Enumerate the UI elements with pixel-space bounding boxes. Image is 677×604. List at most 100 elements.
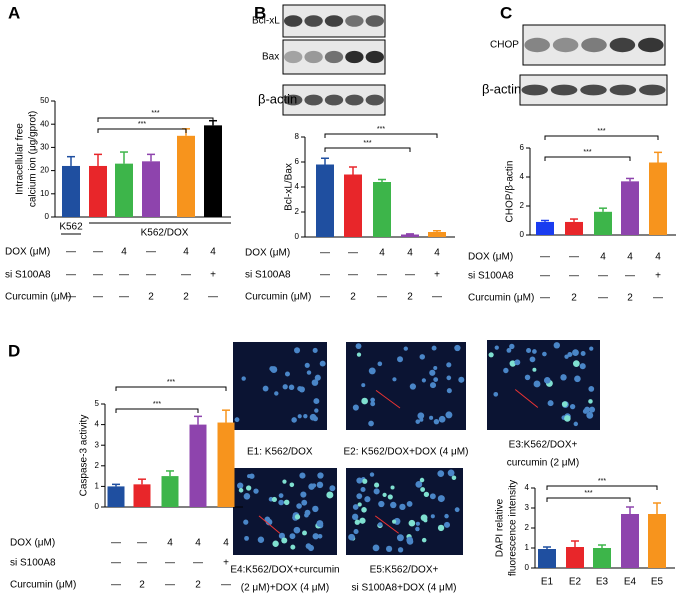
significance-label: *** xyxy=(583,149,591,156)
x-tick-label: E5 xyxy=(651,577,664,588)
cell xyxy=(293,526,301,534)
blot-band xyxy=(324,94,344,106)
cell xyxy=(488,352,494,358)
cell xyxy=(373,488,380,495)
y-tick-label: 10 xyxy=(40,189,49,198)
cell xyxy=(302,530,307,536)
cell xyxy=(415,480,423,488)
micrograph-caption: E4:K562/DOX+curcumin xyxy=(230,565,339,576)
cell xyxy=(356,493,363,500)
condition-cell: — xyxy=(93,247,103,258)
x-tick-label: E3 xyxy=(596,577,609,588)
cell xyxy=(514,359,521,366)
condition-cell: 4 xyxy=(379,248,385,259)
cell xyxy=(299,472,306,479)
y-axis-label: CHOP/β-actin xyxy=(505,161,516,223)
cell xyxy=(560,374,567,381)
arrow xyxy=(375,389,401,409)
cell xyxy=(312,505,319,513)
cell xyxy=(572,360,580,367)
blot-band xyxy=(581,37,607,53)
cell xyxy=(319,360,326,367)
cell xyxy=(378,500,385,508)
cell xyxy=(294,347,301,354)
cell xyxy=(408,519,416,527)
condition-cell: — xyxy=(432,292,442,303)
cell xyxy=(543,377,551,384)
condition-cell: — xyxy=(137,558,147,569)
blot-band xyxy=(552,37,579,53)
cell xyxy=(246,485,252,491)
condition-cell: — xyxy=(66,247,76,258)
blot-band xyxy=(521,84,548,96)
x-tick-label: E2 xyxy=(569,577,582,588)
condition-cell: 2 xyxy=(407,292,413,303)
cell xyxy=(433,418,440,425)
significance-label: *** xyxy=(153,401,161,408)
cell xyxy=(361,507,367,513)
cell xyxy=(237,482,244,489)
cell xyxy=(493,391,499,397)
blot-band xyxy=(284,15,303,27)
panel-label: C xyxy=(500,3,512,22)
blot-label: β-actin xyxy=(258,91,297,106)
arrow xyxy=(514,389,539,408)
cell xyxy=(421,378,426,383)
cell xyxy=(387,494,393,500)
condition-cell: — xyxy=(569,252,579,263)
cell xyxy=(532,367,537,372)
y-axis-label: fluorescence intensity xyxy=(508,480,519,576)
cell xyxy=(288,384,295,391)
micrograph-caption: E2: K562/DOX+DOX (4 μM) xyxy=(344,447,469,458)
y-tick-label: 1 xyxy=(95,482,100,491)
cell xyxy=(294,514,301,520)
y-tick-label: 4 xyxy=(525,483,530,492)
cell xyxy=(446,388,452,394)
blot-label: β-actin xyxy=(482,81,521,96)
cell xyxy=(547,400,554,407)
cell xyxy=(454,507,460,513)
cell xyxy=(385,545,393,552)
micrograph-caption: si S100A8+DOX (4 μM) xyxy=(352,583,457,594)
cell xyxy=(397,356,404,363)
bar xyxy=(142,161,160,217)
condition-cell: 4 xyxy=(600,252,606,263)
cell xyxy=(377,361,383,367)
y-tick-label: 40 xyxy=(40,119,49,128)
condition-label: DOX (μM) xyxy=(468,252,513,263)
cell xyxy=(574,375,581,383)
micrograph-caption: E5:K562/DOX+ xyxy=(370,565,439,576)
condition-cell: — xyxy=(653,293,663,304)
y-tick-label: 0 xyxy=(520,230,525,239)
significance-label: *** xyxy=(151,110,159,117)
significance-label: *** xyxy=(138,121,146,128)
y-tick-label: 6 xyxy=(520,143,525,152)
cell xyxy=(359,517,366,524)
cell xyxy=(316,481,324,489)
panel-label: A xyxy=(8,3,20,22)
condition-label: Curcumin (μM) xyxy=(5,292,71,303)
cell xyxy=(429,415,434,420)
condition-cell: 2 xyxy=(571,293,577,304)
bar xyxy=(204,125,222,217)
x-tick-label: E1 xyxy=(541,577,554,588)
cell xyxy=(353,529,359,535)
cell xyxy=(282,384,288,390)
condition-cell: + xyxy=(223,558,229,569)
micrograph-caption: E1: K562/DOX xyxy=(247,447,313,458)
condition-cell: — xyxy=(119,292,129,303)
y-tick-label: 2 xyxy=(295,207,300,216)
condition-cell: — xyxy=(320,248,330,259)
cell xyxy=(297,414,302,419)
y-tick-label: 30 xyxy=(40,143,49,152)
cell xyxy=(589,406,596,413)
cell xyxy=(271,496,277,503)
cell xyxy=(370,397,376,403)
bar xyxy=(566,547,584,568)
cell xyxy=(234,417,240,423)
cell xyxy=(352,504,359,510)
condition-cell: — xyxy=(598,271,608,282)
cell xyxy=(329,485,336,492)
cell xyxy=(419,354,426,360)
condition-cell: — xyxy=(348,270,358,281)
